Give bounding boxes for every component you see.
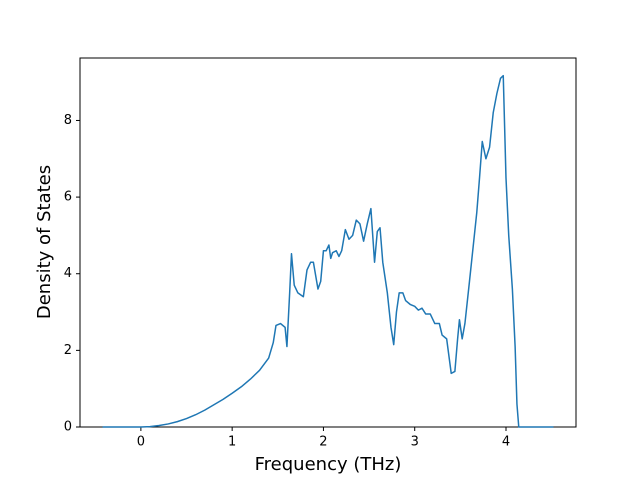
y-axis-label: Density of States xyxy=(34,165,55,319)
y-tick-label: 6 xyxy=(64,190,72,205)
x-tick-label: 1 xyxy=(228,435,236,450)
plot-frame xyxy=(79,57,577,428)
x-tick-label: 2 xyxy=(319,435,327,450)
y-tick-label: 8 xyxy=(64,113,72,128)
y-tick-label: 0 xyxy=(64,420,72,435)
line-series xyxy=(102,74,554,428)
y-tick-label: 4 xyxy=(64,266,72,281)
x-axis-label: Frequency (THz) xyxy=(255,454,402,475)
x-tick-label: 4 xyxy=(502,435,510,450)
x-tick-label: 0 xyxy=(137,435,145,450)
x-tick-label: 3 xyxy=(411,435,419,450)
y-tick-label: 2 xyxy=(64,343,72,358)
